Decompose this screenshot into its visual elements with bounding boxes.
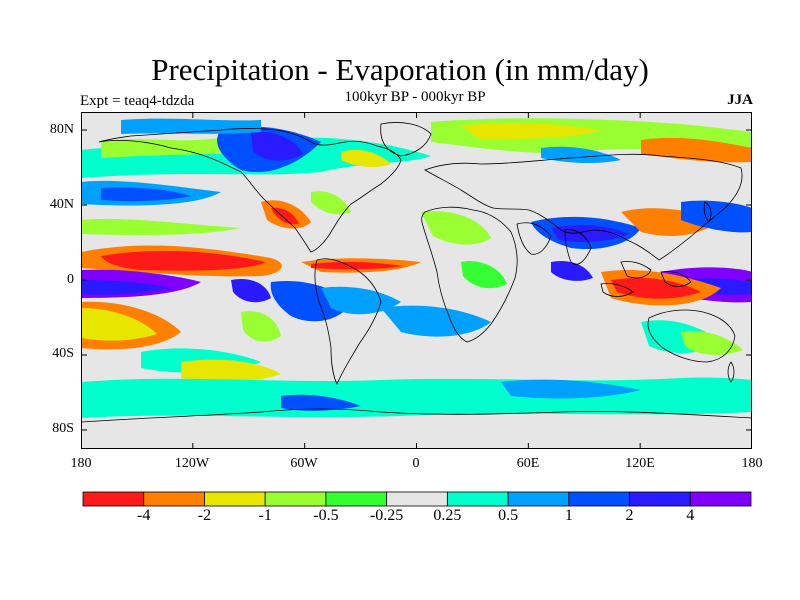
lon-label-0: 0 [412,456,420,471]
map-title: Precipitation - Evaporation (in mm/day) [151,52,649,87]
colorbar-swatch [264,491,327,507]
colorbar-swatch [689,491,752,507]
season-label: JJA [727,92,753,108]
colorbar-label: -4 [137,507,151,524]
lon-label-120w: 120W [174,456,210,471]
anomaly-field [81,118,752,418]
lat-label-0: 0 [67,272,74,287]
colorbar-swatch [325,491,388,507]
colorbar-label: -2 [197,507,212,524]
colorbar-label: 2 [625,507,634,524]
map-ticks [81,112,752,449]
lat-label-40n: 40N [49,197,74,212]
lat-label-40s: 40S [52,346,74,361]
lon-label-180w: 180 [70,456,92,471]
lon-label-60e: 60E [516,456,540,471]
precip-evap-map [81,112,752,449]
lat-label-80n: 80N [49,122,74,137]
colorbar-label: -0.5 [313,507,339,524]
colorbar-swatch [386,491,448,507]
colorbar-label: 0.25 [433,507,462,524]
coastlines [81,122,752,423]
colorbar [82,491,752,507]
map-panel [81,112,752,449]
lon-label-60w: 60W [290,456,318,471]
colorbar-swatch [82,491,145,507]
lon-label-180e: 180 [741,456,763,471]
colorbar-label: -0.25 [369,507,404,524]
colorbar-swatch [143,491,205,507]
colorbar-label: 4 [686,507,695,524]
colorbar-swatch [507,491,570,507]
colorbar-label: -1 [258,507,272,524]
colorbar-label: 1 [564,507,573,524]
colorbar-swatch [629,491,691,507]
experiment-label: Expt = teaq4-tdzda [80,93,195,109]
colorbar-label: 0.5 [498,507,519,524]
lat-label-80s: 80S [52,421,74,436]
lon-label-120e: 120E [625,456,655,471]
map-subtitle: 100kyr BP - 000kyr BP [344,89,486,105]
colorbar-swatch [204,491,266,507]
colorbar-swatch [568,491,630,507]
colorbar-swatch [446,491,509,507]
